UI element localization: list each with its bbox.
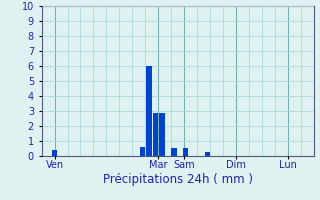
Bar (182, 148, 188, 156)
Bar (159, 112, 165, 156)
Bar (204, 152, 210, 156)
X-axis label: Précipitations 24h ( mm ): Précipitations 24h ( mm ) (103, 173, 252, 186)
Bar (146, 66, 152, 156)
Bar (52, 150, 57, 156)
Bar (171, 148, 177, 156)
Bar (140, 147, 146, 156)
Bar (153, 112, 158, 156)
